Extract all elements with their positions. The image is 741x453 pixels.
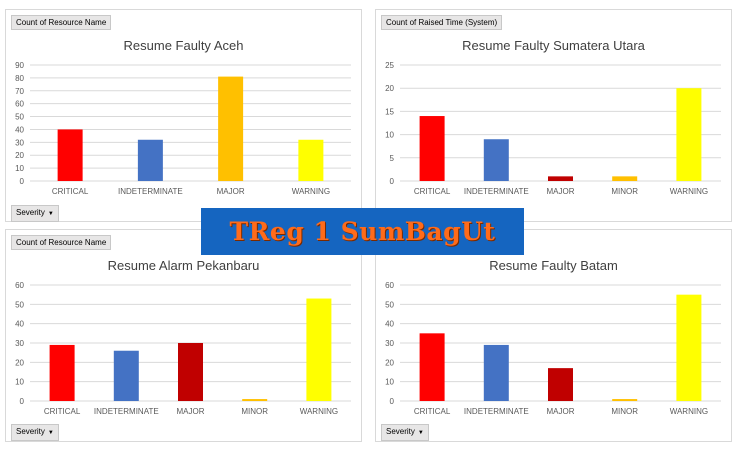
bar-indeterminate [483, 139, 509, 181]
bar-major [548, 176, 573, 181]
y-tick-label: 0 [390, 397, 395, 406]
y-tick-label: 40 [385, 320, 394, 329]
y-tick-label: 40 [15, 320, 24, 329]
chart-panel-batam: Resume Faulty Batam 0 10 20 30 40 50 60 CRITICA… [375, 229, 732, 442]
y-tick-label: 50 [385, 300, 394, 309]
y-tick-label: 70 [15, 87, 24, 96]
x-category-label: WARNING [300, 407, 338, 416]
x-category-label: INDETERMINATE [118, 187, 183, 196]
severity-filter-button[interactable]: Severity ▼ [381, 424, 429, 441]
x-category-label: INDETERMINATE [464, 187, 529, 196]
y-tick-label: 25 [385, 61, 394, 70]
y-tick-label: 60 [15, 281, 24, 290]
x-category-label: MINOR [241, 407, 268, 416]
bar-warning [676, 294, 702, 401]
severity-filter-button[interactable]: Severity ▼ [11, 424, 59, 441]
y-tick-label: 0 [20, 397, 25, 406]
bar-major [218, 76, 244, 181]
x-category-label: CRITICAL [414, 407, 451, 416]
y-tick-label: 10 [15, 164, 24, 173]
x-category-label: CRITICAL [44, 407, 81, 416]
x-category-label: INDETERMINATE [94, 407, 159, 416]
y-tick-label: 30 [15, 138, 24, 147]
field-tag[interactable]: Count of Resource Name [11, 15, 112, 30]
y-tick-label: 50 [15, 113, 24, 122]
y-tick-label: 60 [15, 100, 24, 109]
chart-title: Resume Faulty Batam [489, 258, 618, 273]
y-tick-label: 5 [390, 154, 395, 163]
bar-indeterminate [483, 344, 509, 401]
bar-major [178, 343, 203, 401]
x-category-label: WARNING [670, 407, 708, 416]
severity-label: Severity [16, 208, 45, 217]
x-category-label: MAJOR [217, 187, 245, 196]
x-category-label: MAJOR [547, 407, 575, 416]
y-tick-label: 15 [385, 107, 394, 116]
severity-label: Severity [386, 427, 415, 436]
y-tick-label: 20 [15, 151, 24, 160]
dropdown-arrow-icon: ▼ [417, 430, 424, 436]
chart-title: Resume Faulty Aceh [123, 38, 244, 53]
chart-panel-aceh: Count of Resource Name Resume Faulty Ace… [5, 9, 362, 222]
x-category-label: MINOR [611, 187, 638, 196]
bar-minor [612, 399, 638, 401]
bar-critical [57, 129, 83, 181]
x-category-label: WARNING [670, 187, 708, 196]
x-category-label: INDETERMINATE [464, 407, 529, 416]
bar-indeterminate [137, 139, 163, 181]
bar-major [548, 368, 573, 401]
bar-minor [242, 399, 268, 401]
field-tag[interactable]: Count of Raised Time (System) [381, 15, 503, 30]
y-tick-label: 50 [15, 300, 24, 309]
x-category-label: CRITICAL [52, 187, 89, 196]
banner-text: TReg 1 SumBagUt [229, 217, 496, 246]
chart-plot: 0 10 20 30 40 50 60 CRITICAL INDETERMINATE MAJOR M… [385, 281, 721, 416]
y-tick-label: 30 [385, 339, 394, 348]
chart-plot: 0 10 20 30 40 50 60 70 80 90 CRITICAL INDETERMINATE… [15, 61, 351, 196]
bar-indeterminate [113, 350, 139, 401]
y-tick-label: 60 [385, 281, 394, 290]
bar-warning [676, 88, 702, 181]
bar-critical [419, 116, 445, 181]
y-tick-label: 20 [385, 84, 394, 93]
y-tick-label: 90 [15, 61, 24, 70]
field-tag[interactable]: Count of Resource Name [11, 235, 112, 250]
dropdown-arrow-icon: ▼ [47, 430, 54, 436]
y-tick-label: 80 [15, 74, 24, 83]
severity-label: Severity [16, 427, 45, 436]
chart-plot: 0 10 20 30 40 50 60 CRITICAL INDETERMINATE MAJOR M… [15, 281, 351, 416]
x-category-label: MAJOR [547, 187, 575, 196]
x-category-label: MAJOR [177, 407, 205, 416]
bar-critical [49, 344, 75, 401]
title-banner: TReg 1 SumBagUt [201, 208, 524, 255]
y-tick-label: 0 [390, 177, 395, 186]
x-category-label: MINOR [611, 407, 638, 416]
y-tick-label: 40 [15, 125, 24, 134]
y-tick-label: 10 [385, 378, 394, 387]
y-tick-label: 30 [15, 339, 24, 348]
severity-filter-button[interactable]: Severity ▼ [11, 205, 59, 222]
y-tick-label: 20 [385, 358, 394, 367]
chart-panel-pekanbaru: Count of Resource Name Resume Alarm Peka… [5, 229, 362, 442]
chart-title: Resume Faulty Sumatera Utara [462, 38, 645, 53]
bar-critical [419, 333, 445, 401]
y-tick-label: 20 [15, 358, 24, 367]
dropdown-arrow-icon: ▼ [47, 211, 54, 217]
x-category-label: WARNING [292, 187, 330, 196]
bar-warning [298, 139, 324, 181]
y-tick-label: 10 [385, 131, 394, 140]
bar-warning [306, 298, 332, 401]
chart-panel-sumatera-utara: Count of Raised Time (System) Resume Fau… [375, 9, 732, 222]
chart-plot: 0 5 10 15 20 25 CRITICAL INDETERMINATE MAJOR MINO… [385, 61, 721, 196]
y-tick-label: 0 [20, 177, 25, 186]
chart-title: Resume Alarm Pekanbaru [107, 258, 260, 273]
x-category-label: CRITICAL [414, 187, 451, 196]
y-tick-label: 10 [15, 378, 24, 387]
bar-minor [612, 176, 638, 181]
